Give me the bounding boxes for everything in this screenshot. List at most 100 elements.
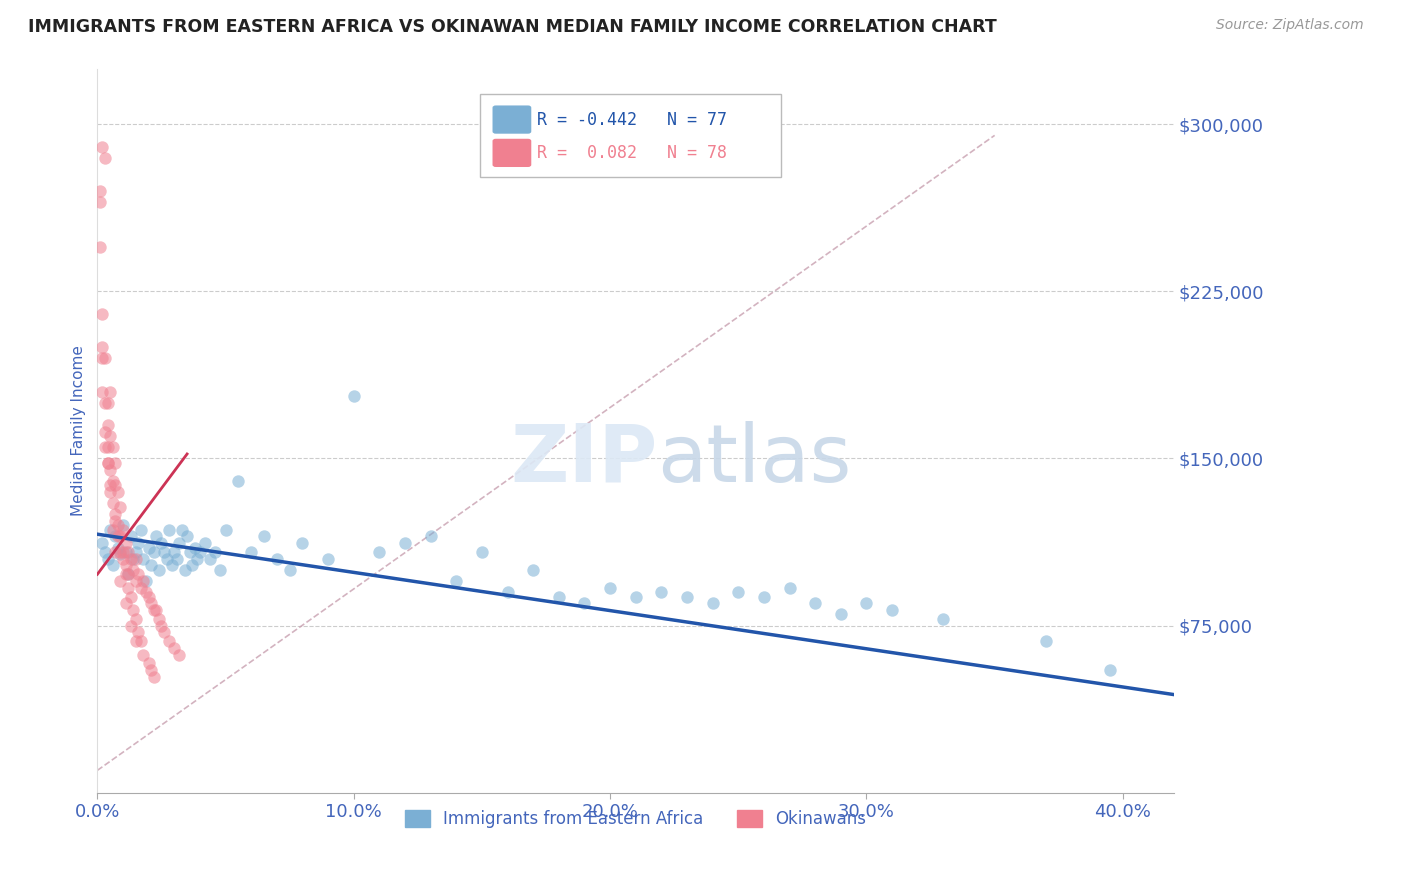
Point <box>89 240 111 254</box>
Point <box>114 536 136 550</box>
Point <box>117 567 139 582</box>
Point <box>98 384 121 399</box>
Point <box>153 625 176 640</box>
Point <box>101 474 124 488</box>
Point <box>91 307 114 321</box>
Point <box>91 340 114 354</box>
Point <box>169 536 191 550</box>
Point <box>132 551 155 566</box>
Text: R = -0.442   N = 77: R = -0.442 N = 77 <box>537 111 727 129</box>
Point <box>110 547 132 561</box>
FancyBboxPatch shape <box>492 105 531 134</box>
Point <box>880 603 903 617</box>
Point <box>160 558 183 573</box>
Point <box>155 551 177 566</box>
Point <box>107 484 129 499</box>
Point <box>194 536 217 550</box>
Point <box>94 395 117 409</box>
Point <box>117 581 139 595</box>
Point <box>98 462 121 476</box>
Point <box>127 625 149 640</box>
Point <box>101 496 124 510</box>
Point <box>132 648 155 662</box>
Point <box>91 384 114 399</box>
Point <box>107 518 129 533</box>
Point <box>574 596 596 610</box>
Point <box>779 581 801 595</box>
Point <box>129 523 152 537</box>
Point <box>932 612 955 626</box>
Point <box>111 551 134 566</box>
Point <box>94 545 117 559</box>
Point <box>117 567 139 582</box>
Point <box>157 523 180 537</box>
Point <box>110 500 132 515</box>
Point <box>107 541 129 555</box>
Text: IMMIGRANTS FROM EASTERN AFRICA VS OKINAWAN MEDIAN FAMILY INCOME CORRELATION CHAR: IMMIGRANTS FROM EASTERN AFRICA VS OKINAW… <box>28 18 997 36</box>
Point <box>120 618 142 632</box>
Text: R =  0.082   N = 78: R = 0.082 N = 78 <box>537 145 727 162</box>
Point <box>120 551 142 566</box>
Point <box>110 529 132 543</box>
Text: atlas: atlas <box>657 420 852 499</box>
Point <box>91 139 114 153</box>
Point <box>101 523 124 537</box>
Point <box>107 529 129 543</box>
Point <box>98 484 121 499</box>
Point <box>104 545 127 559</box>
Point <box>138 590 160 604</box>
Point <box>125 551 148 566</box>
Point <box>97 395 120 409</box>
Point <box>125 545 148 559</box>
Point <box>186 551 208 566</box>
Point <box>142 545 165 559</box>
Point <box>97 551 120 566</box>
Point <box>135 585 157 599</box>
Point <box>111 545 134 559</box>
Point <box>94 440 117 454</box>
Point <box>394 536 416 550</box>
Point <box>157 634 180 648</box>
Point <box>135 574 157 588</box>
Point <box>173 563 195 577</box>
Y-axis label: Median Family Income: Median Family Income <box>72 345 86 516</box>
Point <box>125 612 148 626</box>
Point <box>181 558 204 573</box>
Point <box>163 545 186 559</box>
Point <box>111 518 134 533</box>
Point <box>148 563 170 577</box>
Point <box>547 590 569 604</box>
Point <box>184 541 207 555</box>
Point <box>127 536 149 550</box>
Point <box>125 574 148 588</box>
Point <box>830 607 852 622</box>
Point <box>97 417 120 432</box>
Point <box>120 529 142 543</box>
Point <box>727 585 749 599</box>
Point <box>129 634 152 648</box>
Point <box>114 567 136 582</box>
Point <box>122 563 145 577</box>
Point <box>253 529 276 543</box>
Point <box>752 590 775 604</box>
Point <box>496 585 519 599</box>
FancyBboxPatch shape <box>479 94 782 178</box>
Point <box>94 351 117 366</box>
Legend: Immigrants from Eastern Africa, Okinawans: Immigrants from Eastern Africa, Okinawan… <box>398 804 873 835</box>
Point <box>266 551 288 566</box>
Point <box>138 541 160 555</box>
Point <box>110 574 132 588</box>
Point <box>419 529 441 543</box>
Point <box>188 545 211 559</box>
Point <box>101 558 124 573</box>
Point <box>138 657 160 671</box>
Point <box>148 612 170 626</box>
Point <box>129 581 152 595</box>
Point <box>240 545 263 559</box>
Point <box>176 529 198 543</box>
Point <box>132 574 155 588</box>
Point <box>127 567 149 582</box>
Point <box>599 581 621 595</box>
Point <box>97 456 120 470</box>
Point <box>114 558 136 573</box>
